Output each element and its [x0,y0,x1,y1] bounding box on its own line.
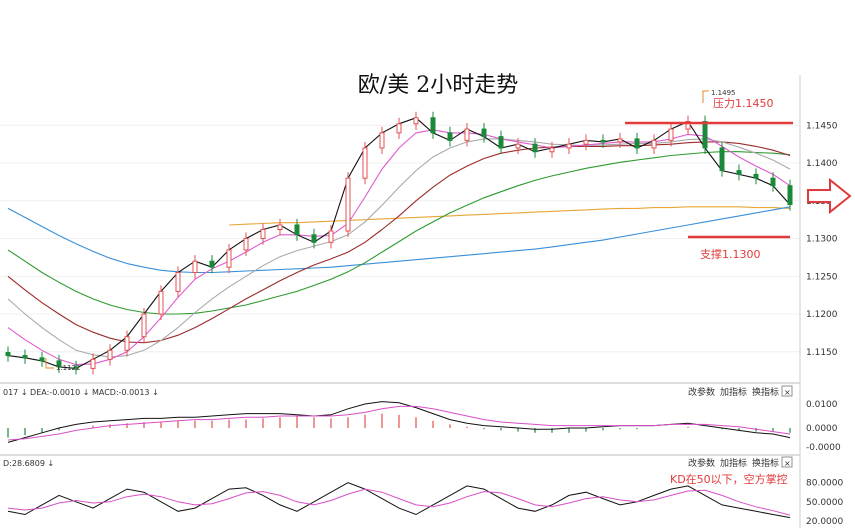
candle-body [685,121,691,130]
candle-body [515,143,521,149]
candle-body [668,128,674,141]
candle-body [362,147,368,179]
close-box[interactable] [781,456,793,468]
candle-body [379,132,385,149]
grid [0,124,800,353]
candle-body [719,147,725,172]
macd-tick-label: 0.0000 [806,424,838,434]
kd-k-line [7,482,791,519]
params-button[interactable]: 改参数 [688,457,715,469]
params-button[interactable]: 改参数 [688,386,715,398]
close-icon[interactable]: × [784,459,791,468]
candle-body [413,117,419,125]
low-label: 1.1122 [56,364,81,372]
candle-body [481,128,487,138]
kd-tick-label: 20.0000 [806,517,843,527]
y-tick-label: 1.1300 [806,235,838,245]
y-tick-label: 1.1250 [806,272,838,282]
candle-body [294,224,300,236]
candle-body [702,121,708,149]
candle-body [209,260,215,268]
add-indicator-button[interactable]: 加指标 [720,386,747,398]
close-box[interactable] [781,385,793,397]
arrow-right-icon [807,177,852,215]
candle-body [549,147,555,153]
candle-body [141,313,147,338]
candle-body [22,355,28,359]
candle-body [617,138,623,143]
kd-d-line [7,488,791,516]
candle-body [243,238,249,251]
candle-body [192,260,198,274]
macd-toolbar: 改参数 加指标 换指标 × [688,385,793,398]
kd-lines [7,482,791,519]
candle-body [158,290,164,315]
series-line-6 [228,206,791,226]
kd-tick-label: 50.0000 [806,498,843,508]
candle-body [345,177,351,232]
candle-body [634,138,640,149]
y-tick-label: 1.1450 [806,121,838,131]
series-line-2 [7,138,791,358]
kd-tick-label: 80.0000 [806,479,843,489]
macd-dea-line [7,405,791,441]
macd-indicator-label: 017 ↓ DEA:-0.0010 ↓ MACD:-0.0013 ↓ [3,388,159,397]
candle-body [396,123,402,134]
candle-body [532,143,538,153]
support-label: 支撑1.1300 [700,247,761,261]
candle-body [260,228,266,240]
low-marker [45,358,54,369]
candle-body [175,272,181,292]
y-tick-label: 1.1400 [806,159,838,169]
candle-body [651,139,657,149]
candle-body [5,352,11,357]
add-indicator-button[interactable]: 加指标 [720,457,747,469]
candle-body [56,360,62,368]
resistance-label: 压力1.1450 [713,97,774,110]
y-tick-label: 1.1150 [806,348,838,358]
high-label: 1.1495 [711,89,736,97]
candle-body [277,224,283,230]
series-line-4 [7,151,791,315]
candle-body [73,366,79,369]
kd-toolbar: 改参数 加指标 换指标 × [688,456,793,469]
candle-body [787,185,793,206]
candle-body [770,177,776,187]
macd-axis: 0.0100 0.0000 -0.0000 [806,400,841,453]
macd-lines [7,401,791,443]
candle-body [447,132,453,141]
series-line-5 [7,206,791,274]
candle-body [753,173,759,179]
candle-body [226,249,232,268]
switch-indicator-button[interactable]: 换指标 [752,457,779,469]
close-icon[interactable]: × [784,388,791,397]
candle-body [583,139,589,145]
candle-body [736,170,742,175]
candlesticks [5,111,793,375]
macd-tick-label: 0.0100 [806,400,838,410]
candle-body [566,143,572,149]
candle-body [430,117,436,134]
candle-body [311,234,317,243]
chart-title: 欧/美 2小时走势 [358,73,518,98]
candle-body [39,357,45,362]
candle-body [107,349,113,360]
candle-body [600,139,606,143]
kd-axis: 80.0000 50.0000 20.0000 [806,479,843,527]
switch-indicator-button[interactable]: 换指标 [752,386,779,398]
y-tick-label: 1.1200 [806,310,838,320]
candle-body [498,136,504,149]
candle-body [328,230,334,243]
candle-body [124,336,130,351]
kd-annotation: KD在50以下，空方掌控 [670,472,788,486]
macd-histogram [7,413,791,438]
macd-tick-label: -0.0000 [806,443,841,453]
kd-indicator-label: D:28.6809 ↓ [3,459,54,468]
high-marker [702,90,709,103]
series-line-1 [7,129,791,366]
candle-body [464,128,470,141]
candle-body [90,358,96,369]
